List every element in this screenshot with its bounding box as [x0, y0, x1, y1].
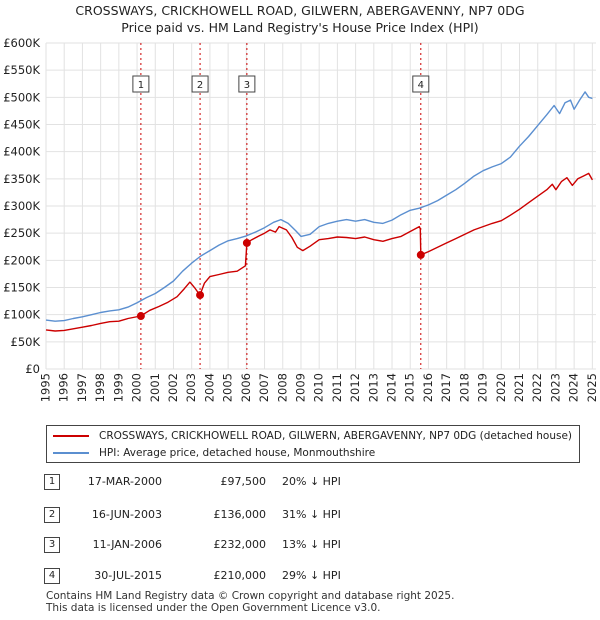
y-tick-label: £200K — [3, 253, 40, 267]
sale-point-1 — [136, 312, 145, 321]
x-tick-label: 1999 — [111, 373, 125, 402]
x-tick-label: 2010 — [312, 373, 326, 402]
price-chart: CROSSWAYS, CRICKHOWELL ROAD, GILWERN, AB… — [3, 3, 599, 402]
chart-title: CROSSWAYS, CRICKHOWELL ROAD, GILWERN, AB… — [75, 3, 524, 18]
sale-markers: 1 2 3 4 — [132, 75, 430, 93]
y-tick-label: £500K — [3, 90, 40, 104]
sale-point-4 — [416, 250, 425, 259]
y-tick-label: £150K — [3, 281, 40, 295]
x-tick-label: 2017 — [439, 373, 453, 402]
x-tick-label: 2007 — [257, 373, 271, 402]
x-tick-label: 2016 — [421, 373, 435, 402]
sale-price: £232,000 — [213, 538, 267, 551]
chart-subtitle: Price paid vs. HM Land Registry's House … — [121, 20, 478, 35]
sale-points — [136, 238, 425, 321]
y-tick-label: £100K — [3, 308, 40, 322]
series-lines — [45, 91, 594, 332]
sale-date: 30-JUL-2015 — [94, 569, 162, 582]
x-tick-label: 2012 — [348, 373, 362, 402]
legend-property-label: CROSSWAYS, CRICKHOWELL ROAD, GILWERN, AB… — [99, 430, 573, 442]
x-tick-label: 2018 — [457, 373, 471, 402]
sale-marker-label-3: 3 — [244, 80, 250, 91]
sale-hpi-diff: 29% ↓ HPI — [282, 569, 341, 582]
y-tick-label: £600K — [3, 36, 40, 50]
x-tick-label: 2006 — [239, 373, 253, 402]
sale-marker-box-1 — [132, 75, 150, 93]
footer-copyright: Contains HM Land Registry data © Crown c… — [46, 590, 455, 602]
y-tick-label: £50K — [11, 335, 41, 349]
x-tick-label: 2005 — [221, 373, 235, 402]
sale-row-1: 1 17-MAR-2000 £97,500 20% ↓ HPI — [0, 472, 600, 492]
sale-date: 16-JUN-2003 — [91, 508, 162, 521]
sale-number-badge: 2 — [44, 507, 60, 523]
sale-price: £136,000 — [213, 508, 267, 521]
sale-marker-box-2 — [191, 75, 209, 93]
legend: CROSSWAYS, CRICKHOWELL ROAD, GILWERN, AB… — [46, 425, 580, 463]
property-series-line — [45, 172, 594, 332]
sale-hpi-diff: 31% ↓ HPI — [282, 508, 341, 521]
sale-marker-box-3 — [238, 75, 256, 93]
sale-date: 17-MAR-2000 — [87, 475, 162, 488]
x-tick-label: 1998 — [93, 373, 107, 402]
sale-hpi-diff: 20% ↓ HPI — [282, 475, 341, 488]
x-tick-label: 2019 — [476, 373, 490, 402]
y-tick-label: £0 — [25, 362, 40, 376]
x-tick-label: 1997 — [75, 373, 89, 402]
y-tick-label: £450K — [3, 118, 40, 132]
legend-hpi-label: HPI: Average price, detached house, Monm… — [99, 447, 376, 459]
sale-marker-label-2: 2 — [197, 80, 203, 91]
legend-hpi-swatch — [53, 452, 89, 454]
y-tick-label: £300K — [3, 199, 40, 213]
x-tick-label: 2008 — [275, 373, 289, 402]
x-tick-label: 2011 — [330, 373, 344, 402]
x-tick-label: 2023 — [548, 373, 562, 402]
sale-number-badge: 1 — [44, 474, 60, 490]
sale-price: £210,000 — [213, 569, 267, 582]
x-tick-label: 2015 — [403, 373, 417, 402]
x-tick-label: 2021 — [512, 373, 526, 402]
sale-row-4: 4 30-JUL-2015 £210,000 29% ↓ HPI — [0, 566, 600, 586]
y-tick-label: £250K — [3, 226, 40, 240]
x-tick-label: 2013 — [366, 373, 380, 402]
x-tick-label: 2002 — [166, 373, 180, 402]
legend-property-swatch — [53, 435, 89, 437]
x-tick-label: 2025 — [585, 373, 599, 402]
y-tick-label: £350K — [3, 172, 40, 186]
x-tick-label: 2001 — [148, 373, 162, 402]
sale-number-badge: 3 — [44, 537, 60, 553]
x-tick-label: 2004 — [202, 373, 216, 402]
y-tick-label: £400K — [3, 145, 40, 159]
x-tick-label: 2014 — [385, 373, 399, 402]
sale-row-2: 2 16-JUN-2003 £136,000 31% ↓ HPI — [0, 505, 600, 525]
x-axis-ticks: 1995 1996 1997 1998 1999 2000 2001 2002 2003 2004… — [39, 373, 599, 402]
sale-point-2 — [196, 291, 205, 300]
x-tick-label: 2024 — [567, 373, 581, 402]
sale-marker-box-4 — [412, 75, 430, 93]
footer-licence: This data is licensed under the Open Gov… — [46, 602, 381, 614]
sale-marker-label-1: 1 — [138, 80, 144, 91]
hpi-series-line — [45, 91, 593, 322]
sale-point-3 — [242, 238, 251, 247]
sale-date: 11-JAN-2006 — [92, 538, 162, 551]
x-tick-label: 2003 — [184, 373, 198, 402]
x-tick-label: 2000 — [130, 373, 144, 402]
x-tick-label: 2009 — [293, 373, 307, 402]
y-tick-label: £550K — [3, 63, 40, 77]
sale-price: £97,500 — [220, 475, 267, 488]
sale-number-badge: 4 — [44, 568, 60, 584]
sale-marker-label-4: 4 — [418, 80, 424, 91]
x-tick-label: 2020 — [494, 373, 508, 402]
sale-row-3: 3 11-JAN-2006 £232,000 13% ↓ HPI — [0, 535, 600, 555]
x-tick-label: 1995 — [39, 373, 53, 402]
sale-hpi-diff: 13% ↓ HPI — [282, 538, 341, 551]
y-axis-ticks: £0 £50K £100K £150K £200K £250K £300K £350K £400… — [3, 36, 40, 376]
x-tick-label: 1996 — [57, 373, 71, 402]
x-tick-label: 2022 — [530, 373, 544, 402]
